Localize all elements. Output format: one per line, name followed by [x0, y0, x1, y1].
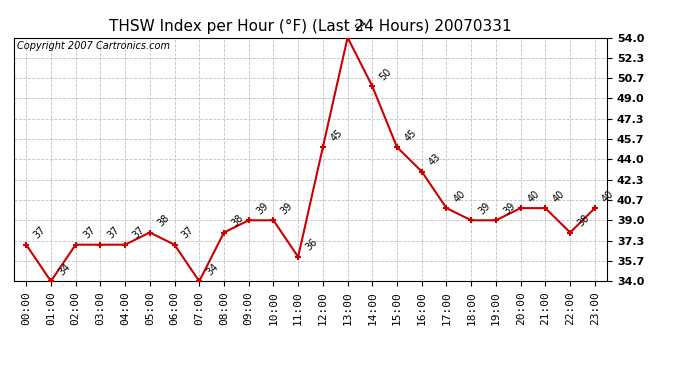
Text: 37: 37	[180, 225, 196, 240]
Text: 43: 43	[427, 152, 443, 167]
Text: 37: 37	[32, 225, 48, 240]
Text: 40: 40	[452, 188, 468, 204]
Text: 40: 40	[551, 188, 566, 204]
Text: 54: 54	[353, 18, 369, 33]
Text: 40: 40	[600, 188, 616, 204]
Title: THSW Index per Hour (°F) (Last 24 Hours) 20070331: THSW Index per Hour (°F) (Last 24 Hours)…	[109, 18, 512, 33]
Text: 45: 45	[402, 127, 418, 143]
Text: 39: 39	[502, 200, 518, 216]
Text: 36: 36	[304, 237, 319, 253]
Text: 37: 37	[106, 225, 121, 240]
Text: 45: 45	[328, 127, 344, 143]
Text: 37: 37	[130, 225, 146, 240]
Text: 34: 34	[205, 261, 221, 277]
Text: 38: 38	[155, 213, 171, 228]
Text: 39: 39	[279, 200, 295, 216]
Text: 38: 38	[230, 213, 245, 228]
Text: 38: 38	[575, 213, 591, 228]
Text: 39: 39	[254, 200, 270, 216]
Text: 34: 34	[57, 261, 72, 277]
Text: Copyright 2007 Cartronics.com: Copyright 2007 Cartronics.com	[17, 41, 170, 51]
Text: 39: 39	[477, 200, 493, 216]
Text: 40: 40	[526, 188, 542, 204]
Text: 37: 37	[81, 225, 97, 240]
Text: 50: 50	[378, 66, 394, 82]
